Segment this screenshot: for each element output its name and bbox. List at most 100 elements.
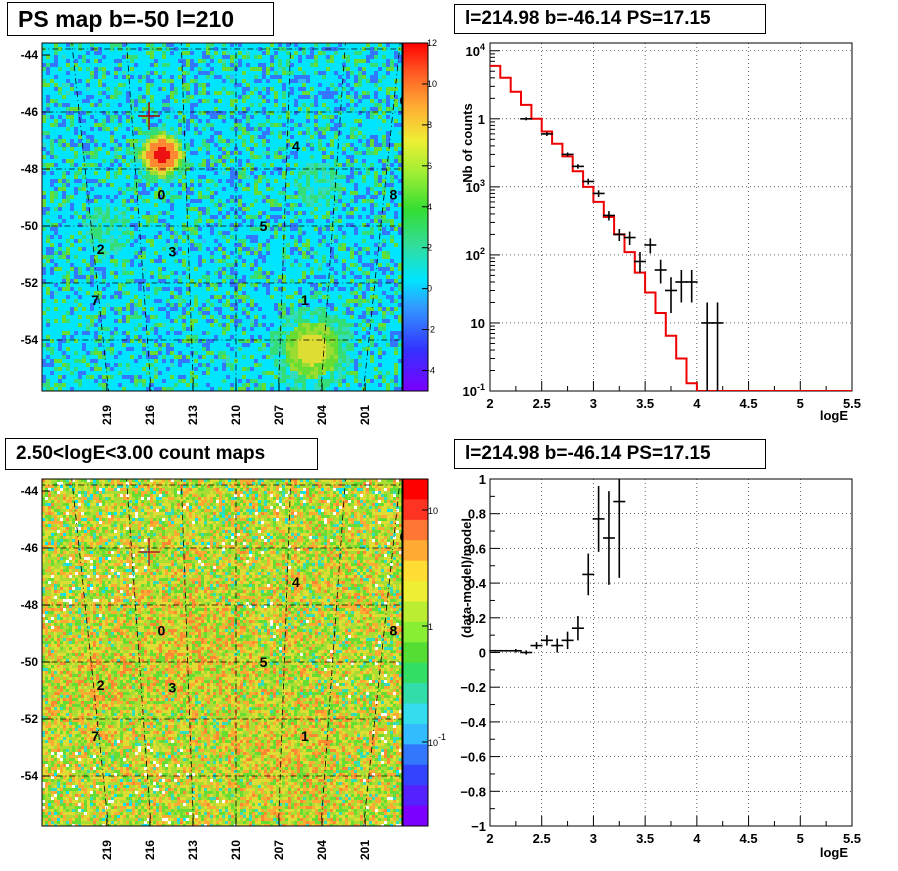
map-cell [114,215,118,219]
map-cell [378,219,382,223]
map-cell [322,211,326,215]
map-cell [214,75,218,79]
map-cell [254,43,258,47]
map-cell [358,251,362,255]
map-cell [258,95,262,99]
map-cell [278,211,282,215]
map-cell [122,255,126,259]
map-cell [234,135,238,139]
map-cell [166,95,170,99]
map-cell [214,259,218,263]
map-cell [374,131,378,135]
map-cell [322,155,326,159]
map-cell [390,203,394,207]
map-cell [118,247,122,251]
map-cell [154,99,158,103]
map-cell [114,159,118,163]
map-cell [398,119,402,123]
map-cell [294,215,298,219]
map-cell [210,43,214,47]
map-cell [386,143,390,147]
map-cell [398,207,402,211]
map-cell [374,115,378,119]
map-cell [86,87,90,91]
map-cell [70,51,74,55]
map-cell [46,147,50,151]
map-cell [50,91,54,95]
map-cell [226,183,230,187]
map-cell [186,239,190,243]
map-cell [358,43,362,47]
map-cell [266,187,270,191]
map-cell [262,51,266,55]
map-cell [322,231,326,235]
map-cell [142,255,146,259]
map-cell [178,155,182,159]
map-cell [330,115,334,119]
map-cell [246,199,250,203]
map-cell [346,51,350,55]
map-cell [382,123,386,127]
map-cell [146,87,150,91]
map-cell [282,131,286,135]
map-cell [94,75,98,79]
map-cell [194,75,198,79]
map-cell [114,111,118,115]
map-cell [70,143,74,147]
map-cell [398,99,402,103]
map-cell [242,143,246,147]
map-cell [310,51,314,55]
map-cell [338,75,342,79]
map-cell [66,219,70,223]
map-cell [214,143,218,147]
map-cell [338,131,342,135]
map-cell [362,143,366,147]
map-cell [222,131,226,135]
map-cell [106,63,110,67]
map-cell [374,203,378,207]
map-cell [326,75,330,79]
map-cell [294,199,298,203]
map-cell [366,75,370,79]
map-cell [382,87,386,91]
map-cell [230,47,234,51]
map-cell [362,251,366,255]
map-cell [154,63,158,67]
map-cell [298,51,302,55]
map-cell [210,159,214,163]
map-cell [394,247,398,251]
map-cell [278,227,282,231]
map-cell [246,187,250,191]
map-cell [354,67,358,71]
map-cell [46,99,50,103]
map-cell [378,143,382,147]
map-cell [306,207,310,211]
map-cell [246,239,250,243]
map-cell [82,183,86,187]
map-cell [338,67,342,71]
map-cell [354,43,358,47]
map-cell [162,231,166,235]
map-cell [58,75,62,79]
map-cell [358,115,362,119]
map-cell [66,263,70,267]
map-cell [382,215,386,219]
map-cell [346,211,350,215]
map-cell [354,247,358,251]
map-cell [306,115,310,119]
map-cell [134,223,138,227]
map-cell [226,151,230,155]
map-cell [206,207,210,211]
map-cell [382,43,386,47]
map-cell [58,235,62,239]
map-cell [266,223,270,227]
map-cell [182,115,186,119]
map-cell [226,95,230,99]
map-cell [106,71,110,75]
map-cell [182,195,186,199]
map-cell [42,51,46,55]
map-cell [54,223,58,227]
map-cell [138,51,142,55]
map-cell [62,55,66,59]
map-cell [94,87,98,91]
